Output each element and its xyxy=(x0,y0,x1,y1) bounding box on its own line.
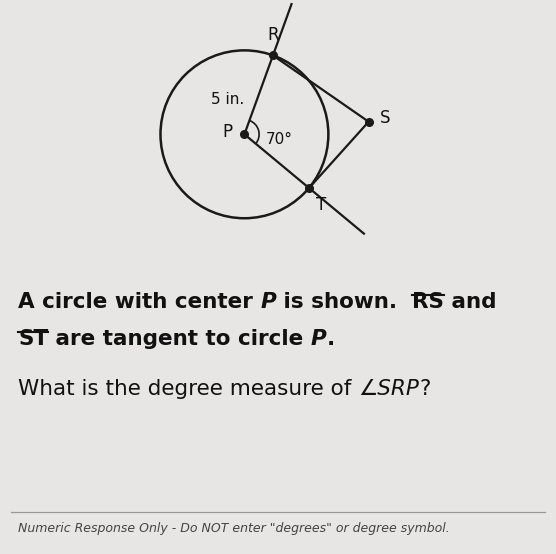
Text: T: T xyxy=(316,197,326,214)
Text: ∠SRP: ∠SRP xyxy=(358,379,419,399)
Text: ST: ST xyxy=(18,330,48,350)
Text: 5 in.: 5 in. xyxy=(211,91,244,106)
Text: are tangent to circle: are tangent to circle xyxy=(48,330,311,350)
Text: .: . xyxy=(327,330,335,350)
Text: and: and xyxy=(444,291,497,312)
Text: ?: ? xyxy=(419,379,430,399)
Text: P: P xyxy=(311,330,327,350)
Text: S: S xyxy=(380,109,390,127)
Text: 70°: 70° xyxy=(265,132,292,147)
Text: R: R xyxy=(267,27,279,44)
Text: P: P xyxy=(222,123,232,141)
Text: P: P xyxy=(260,291,276,312)
Text: RS: RS xyxy=(412,291,444,312)
Text: is shown.: is shown. xyxy=(276,291,412,312)
Text: Numeric Response Only - Do NOT enter "degrees" or degree symbol.: Numeric Response Only - Do NOT enter "de… xyxy=(18,522,450,535)
Text: What is the degree measure of: What is the degree measure of xyxy=(18,379,358,399)
Text: A circle with center: A circle with center xyxy=(18,291,260,312)
